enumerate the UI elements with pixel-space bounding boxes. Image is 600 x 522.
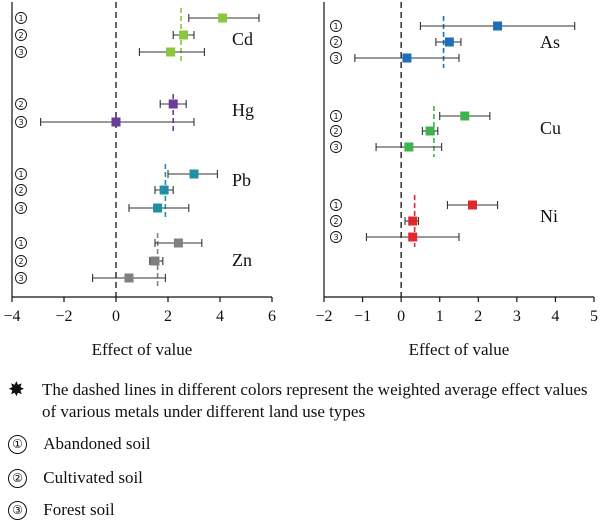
effect-point-pb xyxy=(159,185,169,195)
row-marker-circle xyxy=(330,36,342,48)
metal-label-cd: Cd xyxy=(232,29,253,49)
x-tick-label: 4 xyxy=(216,308,224,325)
row-marker-number: 3 xyxy=(18,274,23,283)
x-tick-label: −4 xyxy=(3,308,20,325)
row-marker-number: 3 xyxy=(18,204,23,213)
row-marker-circle xyxy=(330,110,342,122)
legend-label-2: Cultivated soil xyxy=(43,468,143,488)
x-tick-label: 3 xyxy=(513,308,521,325)
effect-point-cd xyxy=(166,47,176,57)
x-tick-label: −2 xyxy=(55,308,72,325)
effect-point-cu xyxy=(460,111,470,121)
row-marker-number: 1 xyxy=(18,170,23,179)
row-marker-circle xyxy=(15,46,27,58)
row-marker-number: 2 xyxy=(18,100,23,109)
effect-point-as xyxy=(444,37,454,47)
effect-point-ni xyxy=(468,200,477,210)
row-marker-circle xyxy=(330,199,342,211)
row-marker-circle xyxy=(15,29,27,41)
row-marker-circle xyxy=(15,202,27,214)
effect-point-hg xyxy=(168,99,178,109)
row-marker-number: 2 xyxy=(333,217,338,226)
effect-point-pb xyxy=(189,169,199,179)
left-panel: −4 −2 0 2 4 6 Effect of value Cd 1 2 3 Hg 2 3 Pb 1 2 3 Zn 1… xyxy=(3,2,276,359)
effect-point-zn xyxy=(150,256,160,266)
legend-label-3: Forest soil xyxy=(43,500,115,520)
row-marker-number: 2 xyxy=(18,186,23,195)
row-marker-number: 2 xyxy=(18,257,23,266)
x-tick-label: −1 xyxy=(354,308,371,325)
row-marker-number: 1 xyxy=(18,239,23,248)
effect-point-cd xyxy=(218,13,228,23)
row-marker-circle xyxy=(15,184,27,196)
x-tick-label: 5 xyxy=(590,308,598,325)
row-marker-number: 1 xyxy=(333,201,338,210)
row-marker-number: 3 xyxy=(18,118,23,127)
row-marker-circle xyxy=(15,237,27,249)
row-marker-number: 2 xyxy=(18,31,23,40)
row-marker-circle xyxy=(330,215,342,227)
x-tick-label: 4 xyxy=(551,308,559,325)
effect-point-cu xyxy=(404,142,414,152)
star-icon: ✸ xyxy=(8,377,25,401)
x-tick-label: 2 xyxy=(164,308,172,325)
row-marker-number: 1 xyxy=(333,22,338,31)
row-marker-number: 1 xyxy=(333,112,338,121)
effect-point-as xyxy=(402,53,412,63)
circled-1-marker: ① xyxy=(8,434,27,454)
row-marker-circle xyxy=(330,20,342,32)
row-marker-circle xyxy=(15,98,27,110)
metal-label-ni: Ni xyxy=(540,206,558,226)
effect-point-ni xyxy=(408,232,418,242)
row-marker-circle xyxy=(15,12,27,24)
row-marker-circle xyxy=(15,116,27,128)
row-marker-circle xyxy=(330,231,342,243)
circled-2-marker: ② xyxy=(8,468,27,488)
effect-point-cd xyxy=(179,30,189,40)
row-marker-circle xyxy=(15,168,27,180)
circled-3-marker: ③ xyxy=(8,500,27,520)
legend-item-1: ① Abandoned soil xyxy=(8,433,150,454)
row-marker-number: 3 xyxy=(333,54,338,63)
metal-label-zn: Zn xyxy=(232,250,252,270)
x-tick-label: 2 xyxy=(474,308,482,325)
x-tick-label: −2 xyxy=(315,308,332,325)
row-marker-circle xyxy=(15,272,27,284)
legend-item-2: ② Cultivated soil xyxy=(8,467,143,488)
metal-label-hg: Hg xyxy=(232,100,254,120)
row-marker-circle xyxy=(330,141,342,153)
metal-label-pb: Pb xyxy=(232,170,251,190)
effect-point-cu xyxy=(425,126,435,136)
metal-label-as: As xyxy=(540,32,560,52)
x-tick-label: 6 xyxy=(268,308,276,325)
row-marker-circle xyxy=(330,52,342,64)
row-marker-number: 3 xyxy=(333,143,338,152)
effect-point-zn xyxy=(173,238,183,248)
row-marker-number: 3 xyxy=(333,233,338,242)
x-axis-title: Effect of value xyxy=(409,340,510,359)
dashed-line-note-text: The dashed lines in different colors rep… xyxy=(42,380,588,421)
effect-point-ni xyxy=(408,216,418,226)
x-tick-label: 1 xyxy=(436,308,444,325)
row-marker-circle xyxy=(330,125,342,137)
effect-point-as xyxy=(493,21,503,31)
effect-point-hg xyxy=(111,117,121,127)
x-axis-title: Effect of value xyxy=(92,340,193,359)
legend-label-1: Abandoned soil xyxy=(43,434,151,454)
row-marker-number: 2 xyxy=(333,38,338,47)
effect-point-pb xyxy=(153,203,163,213)
row-marker-number: 3 xyxy=(18,48,23,57)
x-tick-label: 0 xyxy=(112,308,120,325)
forest-plot-figure: −4 −2 0 2 4 6 Effect of value Cd 1 2 3 Hg 2 3 Pb 1 2 3 Zn 1… xyxy=(3,2,598,359)
row-marker-circle xyxy=(15,255,27,267)
effect-point-zn xyxy=(124,273,134,283)
x-tick-label: 0 xyxy=(397,308,405,325)
legend-item-3: ③ Forest soil xyxy=(8,499,115,520)
right-panel: −2 −1 0 1 2 3 4 5 Effect of value As 1 2 3 Cu 1 2 3 Ni 1 2 3 xyxy=(315,2,598,359)
metal-label-cu: Cu xyxy=(540,118,561,138)
row-marker-number: 1 xyxy=(18,14,23,23)
row-marker-number: 2 xyxy=(333,127,338,136)
